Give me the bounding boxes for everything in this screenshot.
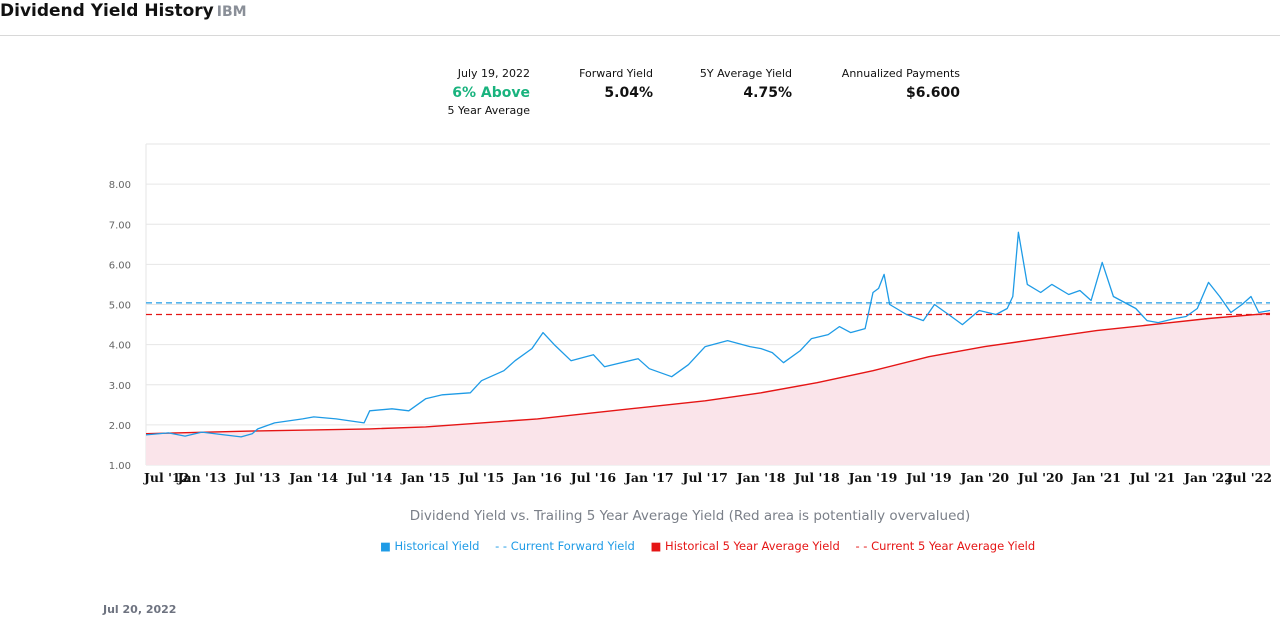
x-tick-label-11: Jan '18 bbox=[736, 470, 786, 485]
y-tick-label-7: 8.00 bbox=[109, 180, 131, 191]
stat-5y-average: 5Y Average Yield 4.75% bbox=[672, 66, 792, 104]
series-historical-5y-average-line bbox=[145, 312, 1271, 435]
x-tick-label-13: Jan '19 bbox=[848, 470, 898, 485]
x-tick-label-6: Jul '15 bbox=[458, 470, 504, 485]
series-layer bbox=[145, 231, 1271, 438]
x-tick-label-14: Jul '19 bbox=[905, 470, 951, 485]
y-tick-label-3: 4.00 bbox=[109, 341, 131, 352]
stat-forward-yield: Forward Yield 5.04% bbox=[553, 66, 653, 104]
x-tick-label-16: Jul '20 bbox=[1017, 470, 1064, 485]
y-axis: 1.00 2.00 3.00 4.00 5.00 6.00 7.00 8.00 bbox=[109, 180, 131, 472]
x-tick-label-9: Jan '17 bbox=[624, 470, 674, 485]
x-tick-label-18: Jul '21 bbox=[1129, 470, 1175, 485]
x-tick-label-12: Jul '18 bbox=[793, 470, 840, 485]
y-tick-label-2: 3.00 bbox=[109, 381, 131, 392]
stat-vs-average: 6% Above bbox=[452, 85, 530, 101]
x-tick-label-5: Jan '15 bbox=[400, 470, 450, 485]
average-area-layer bbox=[146, 313, 1270, 465]
forward-yield-label: Forward Yield bbox=[579, 67, 653, 80]
chart-caption: Dividend Yield vs. Trailing 5 Year Avera… bbox=[409, 508, 971, 524]
y-tick-label-4: 5.00 bbox=[109, 301, 131, 312]
ticker-symbol: IBM bbox=[216, 4, 247, 20]
legend-current-5y-average[interactable]: - - Current 5 Year Average Yield bbox=[855, 539, 1036, 553]
legend-historical-yield-label: Historical Yield bbox=[394, 539, 480, 553]
x-tick-label-8: Jul '16 bbox=[570, 470, 617, 485]
annualized-label: Annualized Payments bbox=[841, 67, 960, 80]
forward-yield-value: 5.04% bbox=[604, 85, 653, 101]
x-tick-label-20: Jul '22 bbox=[1226, 470, 1272, 485]
stat-vs-average-sub: 5 Year Average bbox=[447, 104, 530, 117]
legend-current-forward-yield[interactable]: - - Current Forward Yield bbox=[495, 539, 635, 553]
y-tick-label-6: 7.00 bbox=[109, 220, 131, 231]
annualized-value: $6.600 bbox=[905, 85, 960, 101]
x-tick-label-10: Jul '17 bbox=[682, 470, 728, 485]
y-tick-label-0: 1.00 bbox=[109, 461, 131, 472]
legend-current-forward-yield-label: Current Forward Yield bbox=[510, 539, 635, 553]
chart-legend: ■ Historical Yield - - Current Forward Y… bbox=[380, 539, 1047, 553]
y-tick-label-5: 6.00 bbox=[109, 260, 131, 271]
stat-annualized: Annualized Payments $6.600 bbox=[820, 66, 960, 104]
x-tick-label-3: Jan '14 bbox=[288, 470, 338, 485]
page-title: Dividend Yield History IBM bbox=[0, 1, 247, 21]
x-tick-label-4: Jul '14 bbox=[346, 470, 393, 485]
x-tick-label-19: Jan '22 bbox=[1183, 470, 1233, 485]
avg5y-label: 5Y Average Yield bbox=[699, 67, 792, 80]
x-tick-label-17: Jan '21 bbox=[1071, 470, 1121, 485]
page-header: Dividend Yield History IBM bbox=[0, 0, 1280, 36]
stat-date-label: July 19, 2022 bbox=[457, 67, 530, 80]
x-tick-label-15: Jan '20 bbox=[959, 470, 1009, 485]
x-tick-label-0: Jul '12 bbox=[143, 470, 189, 485]
y-tick-label-1: 2.00 bbox=[109, 421, 131, 432]
legend-historical-yield[interactable]: ■ Historical Yield bbox=[380, 539, 480, 553]
legend-historical-5y-average-label: Historical 5 Year Average Yield bbox=[665, 539, 840, 553]
average-area bbox=[146, 313, 1270, 465]
series-historical-yield-line bbox=[145, 231, 1271, 438]
legend-current-5y-average-label: Current 5 Year Average Yield bbox=[871, 539, 1036, 553]
avg5y-value: 4.75% bbox=[743, 85, 792, 101]
stat-date: July 19, 2022 6% Above 5 Year Average bbox=[430, 66, 530, 118]
x-tick-label-2: Jul '13 bbox=[234, 470, 280, 485]
legend-historical-5y-average[interactable]: ■ Historical 5 Year Average Yield bbox=[650, 539, 840, 553]
dividend-yield-chart: 1.00 2.00 3.00 4.00 5.00 6.00 7.00 8.00 Jul '12… bbox=[109, 143, 1272, 485]
x-tick-label-7: Jan '16 bbox=[512, 470, 562, 485]
title-text: Dividend Yield History bbox=[0, 1, 214, 21]
footer-date: Jul 20, 2022 bbox=[103, 603, 177, 616]
x-tick-label-1: Jan '13 bbox=[177, 470, 227, 485]
